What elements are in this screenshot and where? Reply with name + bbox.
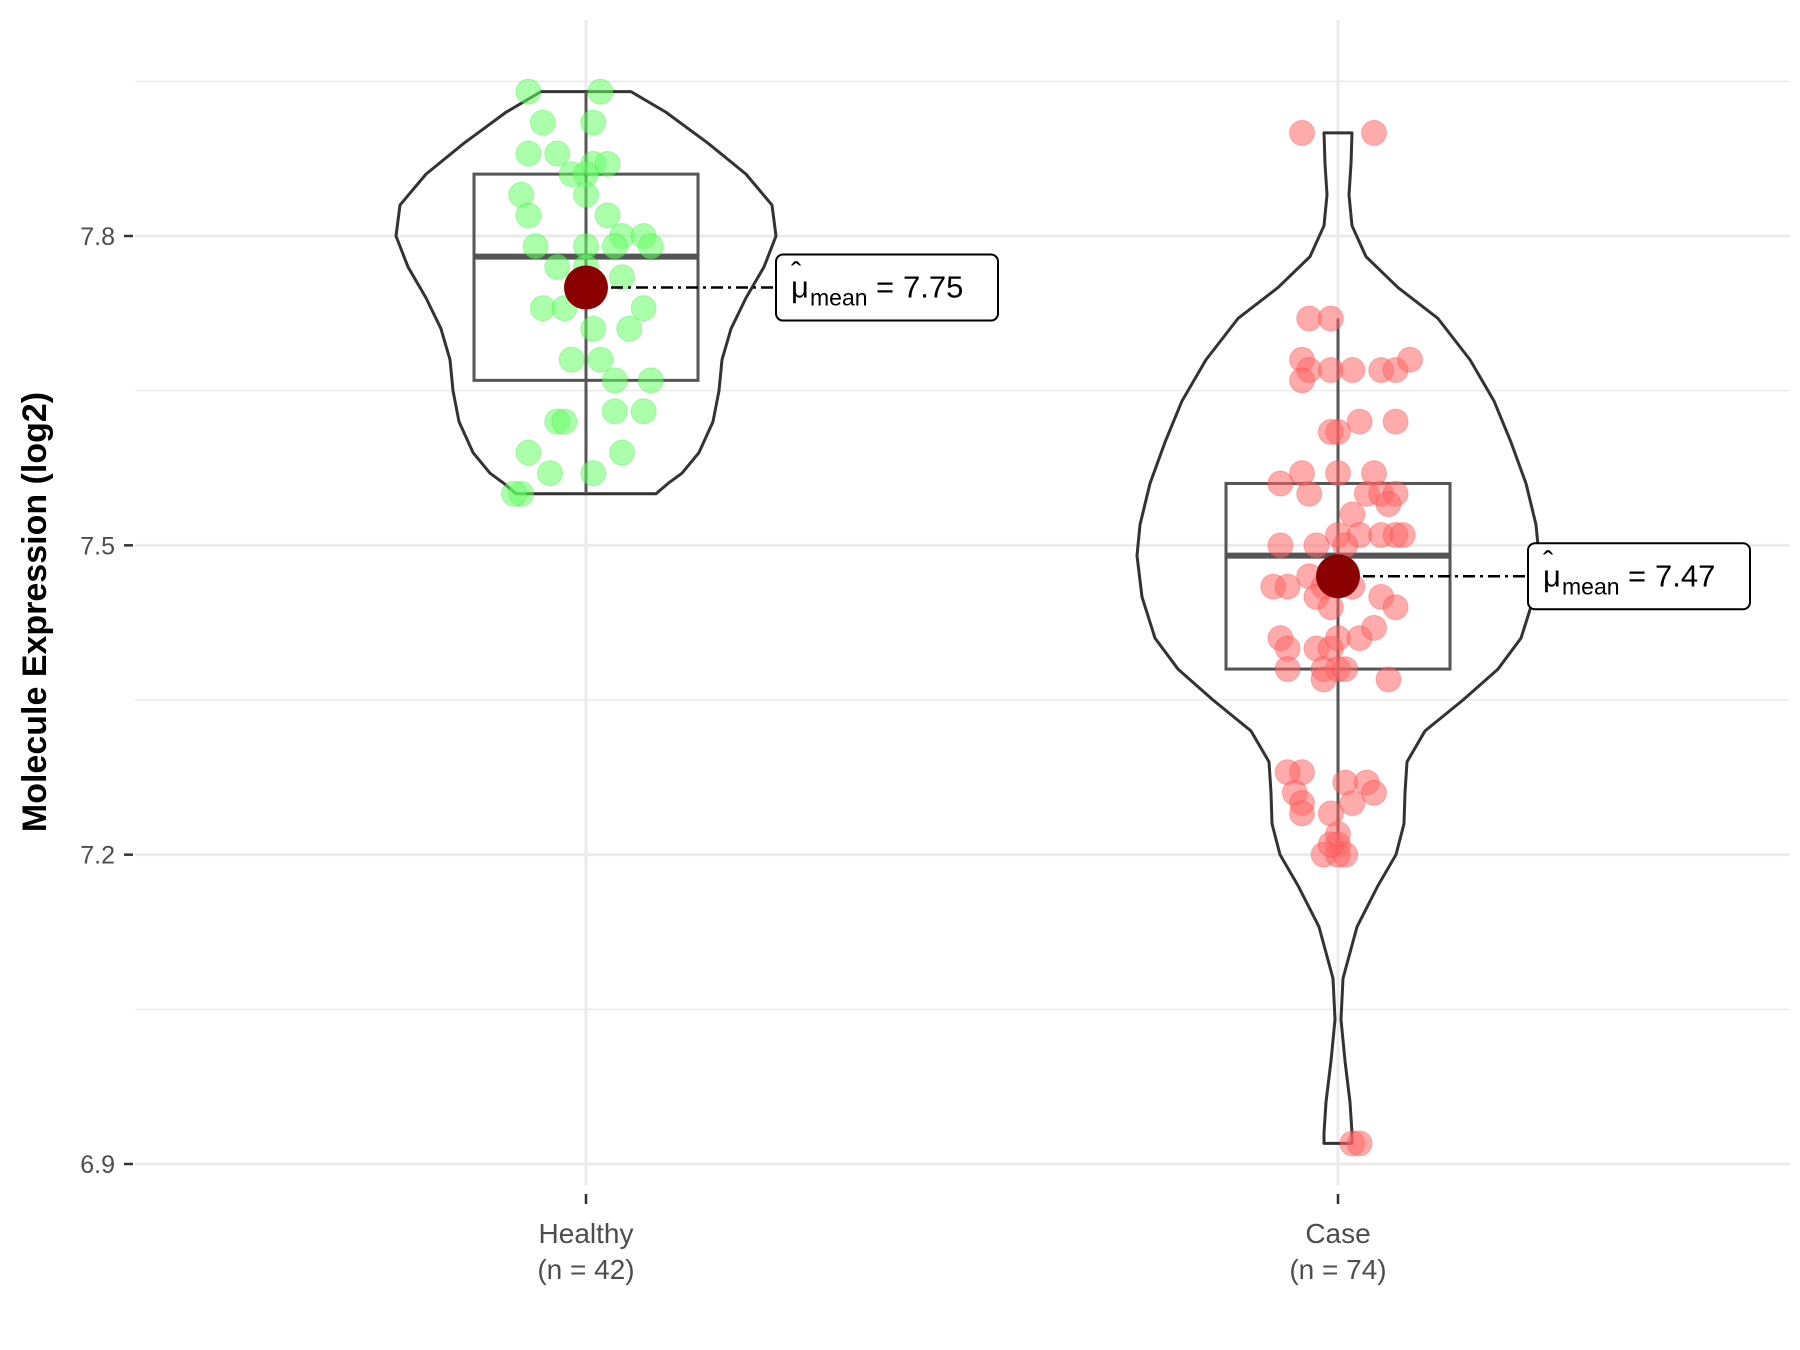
y-tick-label: 6.9 [80,1151,115,1179]
violin-layer [394,90,1541,1145]
data-point-healthy [501,480,527,507]
data-point-case [1289,367,1315,394]
y-tick-label: 7.5 [80,532,115,560]
data-point-case [1274,573,1301,600]
mean-subscript: mean [810,285,868,311]
grid-layer [135,20,1790,1185]
mean-equals: = [1628,558,1646,593]
data-point-case [1382,408,1409,435]
data-point-healthy [594,150,621,177]
data-point-healthy [601,367,628,394]
data-point-case [1325,460,1351,487]
data-point-healthy [637,233,664,260]
data-point-case [1361,614,1387,641]
data-point-healthy [587,78,614,105]
mean-symbol: μ [791,270,809,305]
mean-equals: = [876,270,894,305]
data-point-case [1303,532,1330,559]
data-point-healthy [630,398,657,425]
data-point-case [1382,594,1409,621]
data-point-case [1346,408,1373,435]
x-category-label: Case [1305,1218,1370,1249]
data-point-case [1325,821,1351,848]
y-axis-title: Molecule Expression (log2) [16,392,54,832]
mean-subscript: mean [1562,573,1620,599]
data-point-case [1317,594,1344,621]
data-point-healthy [515,78,542,105]
y-tick-label: 7.2 [80,842,115,870]
data-point-healthy [601,233,628,260]
data-point-case [1267,532,1294,559]
data-point-case [1317,305,1344,332]
violin-outline-healthy [394,90,778,496]
y-tick-label: 7.8 [80,223,115,251]
data-point-healthy [515,202,542,229]
x-category-count: (n = 74) [1289,1254,1386,1285]
data-point-healthy [522,233,549,260]
mean-value-healthy: 7.75 [903,270,963,305]
data-point-case [1267,470,1294,497]
violin-outline-case [1135,131,1541,1145]
mean-annotation-box-healthy [775,253,999,322]
data-point-case [1375,491,1402,518]
data-point-healthy [544,140,571,167]
data-point-healthy [529,109,556,136]
data-point-case [1296,480,1323,507]
data-point-healthy [587,346,614,373]
data-point-case [1375,666,1402,693]
data-point-case [1310,666,1337,693]
data-point-case [1317,418,1344,445]
data-point-case [1332,532,1359,559]
data-point-case [1289,800,1315,827]
mean-point-case [1316,554,1360,599]
data-point-healthy [580,315,607,342]
mean-hat-symbol: ˆ [791,256,802,291]
axis-layer: 6.9 7.2 7.5 7.8 Healthy (n = 42) Case (n = 74) [80,223,1386,1285]
data-point-healthy [601,398,628,425]
data-point-healthy [616,315,643,342]
point-layer [501,78,1423,1157]
data-point-healthy [630,295,657,322]
x-category-label: Healthy [539,1218,634,1249]
data-point-healthy [551,408,578,435]
data-point-healthy [609,264,635,291]
mean-value-case: 7.47 [1655,558,1715,593]
data-point-healthy [515,140,542,167]
data-point-case [1361,779,1387,806]
data-point-healthy [637,367,664,394]
data-point-case [1332,656,1359,683]
data-point-case [1274,656,1301,683]
mean-symbol: μ [1543,558,1561,593]
data-point-case [1361,119,1387,146]
data-point-healthy [580,109,607,136]
data-point-healthy [594,202,621,229]
mean-point-healthy [564,265,608,310]
data-point-healthy [573,181,599,208]
data-point-healthy [515,439,542,466]
data-point-healthy [558,346,585,373]
data-point-case [1339,357,1366,384]
data-point-case [1339,790,1366,817]
mean-annotation-box-case [1527,542,1751,611]
data-point-case [1389,522,1416,549]
data-point-healthy [544,253,571,280]
mean-hat-symbol: ˆ [1543,544,1554,579]
x-category-count: (n = 42) [537,1254,634,1285]
data-point-healthy [609,439,635,466]
data-point-case [1346,1130,1373,1157]
data-point-healthy [580,460,607,487]
data-point-case [1397,346,1423,373]
data-point-healthy [537,460,563,487]
data-point-case [1289,119,1315,146]
